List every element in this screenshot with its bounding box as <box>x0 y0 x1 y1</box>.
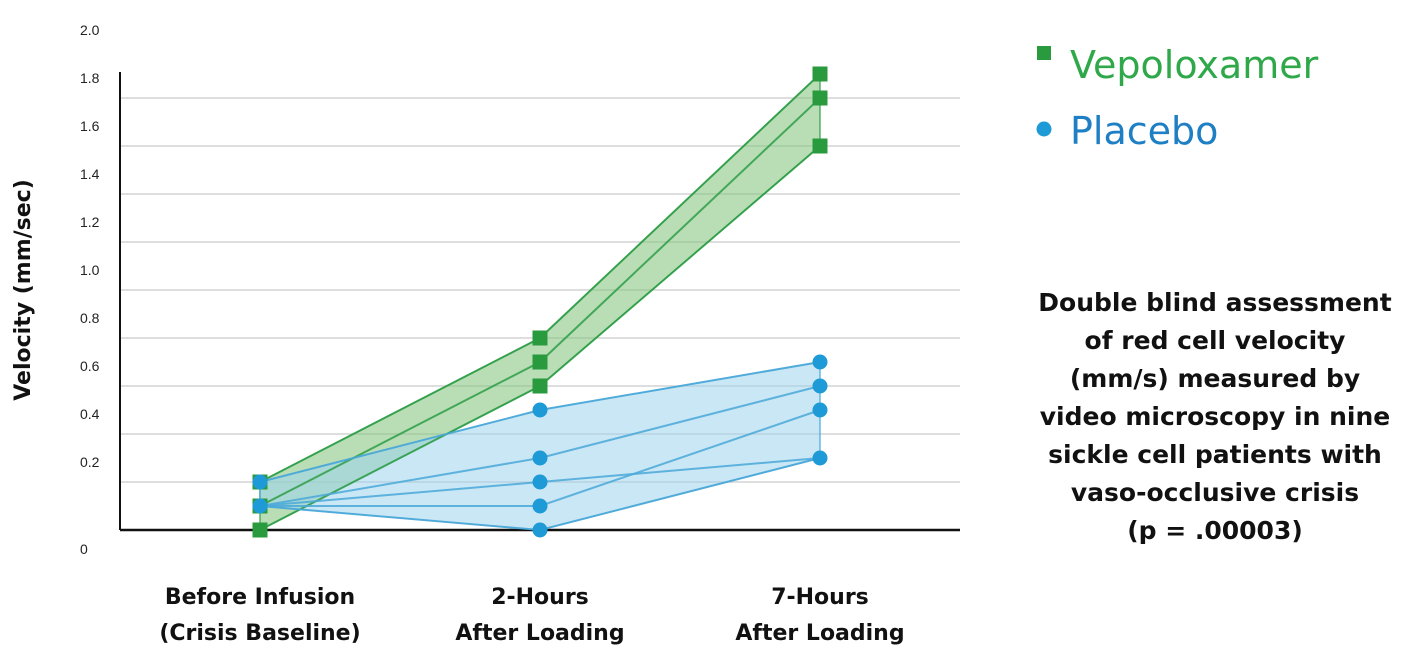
x-category-labels: Before Infusion (Crisis Baseline) 2-Hours A… <box>159 585 904 646</box>
legend: Vepoloxamer Placebo <box>1036 43 1319 153</box>
placebo-marker <box>812 402 828 418</box>
placebo-marker <box>532 402 548 418</box>
vepoloxamer-marker <box>532 378 548 394</box>
placebo-marker <box>532 450 548 466</box>
vepoloxamer-marker <box>812 138 828 154</box>
annotation-line: Double blind assessment <box>1038 288 1391 317</box>
placebo-marker <box>812 450 828 466</box>
y-tick-labels: 0 0.2 0.4 0.6 0.8 1.0 1.2 1.4 1.6 1.8 2.0 <box>80 22 100 557</box>
data-markers <box>252 66 828 538</box>
annotation-line: vaso-occlusive crisis <box>1071 478 1359 507</box>
y-tick-label: 1.2 <box>80 214 100 230</box>
placebo-marker <box>532 522 548 538</box>
y-tick-label: 0.6 <box>80 358 100 374</box>
x-category-label: 7-Hours <box>771 585 869 610</box>
y-tick-label: 2.0 <box>80 22 100 38</box>
vepoloxamer-marker <box>812 66 828 82</box>
x-category-label: Before Infusion <box>165 585 355 610</box>
annotation-text: Double blind assessment of red cell veloc… <box>1038 288 1391 545</box>
legend-label-vepoloxamer: Vepoloxamer <box>1070 43 1319 87</box>
y-tick-label: 1.6 <box>80 118 100 134</box>
annotation-line: (p = .00003) <box>1127 516 1303 545</box>
vepoloxamer-marker <box>812 90 828 106</box>
annotation-line: sickle cell patients with <box>1048 440 1382 469</box>
x-category-label: (Crisis Baseline) <box>159 621 360 646</box>
vepoloxamer-marker <box>532 330 548 346</box>
y-axis-label: Velocity (mm/sec) <box>11 179 36 401</box>
y-tick-label: 1.0 <box>80 262 100 278</box>
legend-swatch-vepoloxamer <box>1037 46 1051 60</box>
legend-swatch-placebo <box>1036 121 1052 137</box>
placebo-marker <box>812 354 828 370</box>
placebo-marker <box>252 474 268 490</box>
vepoloxamer-marker <box>532 354 548 370</box>
placebo-marker <box>252 498 268 514</box>
vepoloxamer-marker <box>252 522 268 538</box>
gridlines <box>120 97 960 483</box>
annotation-line: video microscopy in nine <box>1040 402 1391 431</box>
y-tick-label: 0 <box>80 541 88 557</box>
placebo-marker <box>812 378 828 394</box>
placebo-marker <box>532 498 548 514</box>
y-tick-label: 0.2 <box>80 454 100 470</box>
annotation-line: of red cell velocity <box>1085 326 1346 355</box>
x-category-label: After Loading <box>455 621 624 646</box>
y-tick-label: 0.8 <box>80 310 100 326</box>
x-category-label: After Loading <box>735 621 904 646</box>
y-tick-label: 1.4 <box>80 166 100 182</box>
placebo-marker <box>532 474 548 490</box>
x-category-label: 2-Hours <box>491 585 589 610</box>
y-tick-label: 1.8 <box>80 70 100 86</box>
legend-label-placebo: Placebo <box>1070 109 1218 153</box>
annotation-line: (mm/s) measured by <box>1070 364 1360 393</box>
y-tick-label: 0.4 <box>80 406 100 422</box>
